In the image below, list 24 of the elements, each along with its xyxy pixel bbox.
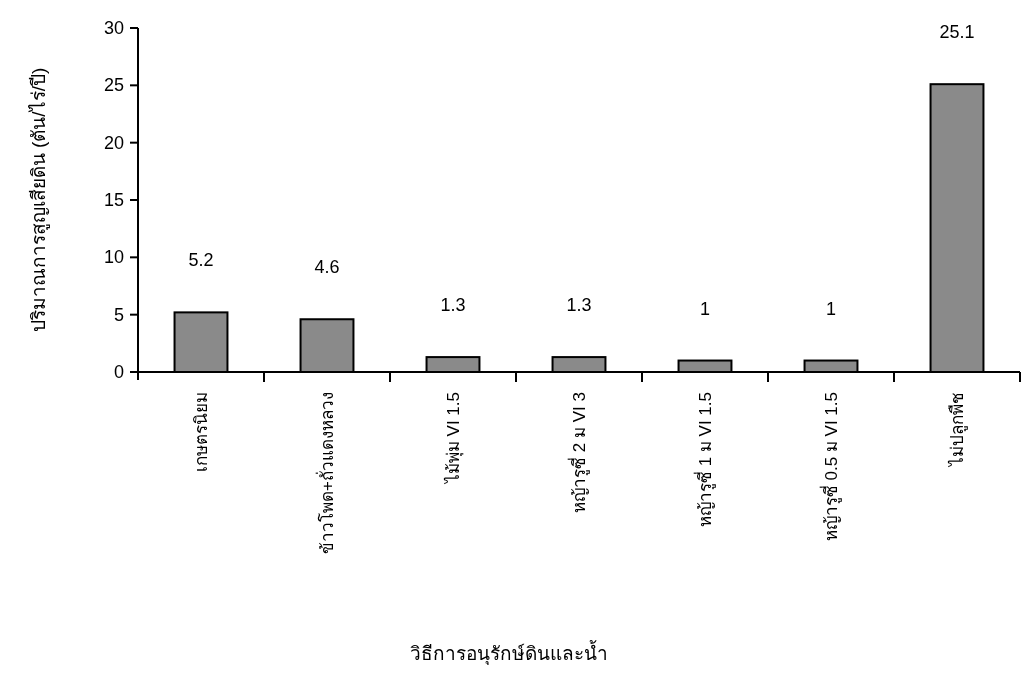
x-tick-label: เกษตรนิยม — [192, 392, 211, 472]
x-tick-label: ข้าวโพด+ถั่วแดงหลวง — [315, 392, 337, 554]
x-tick-label: ไม้พุ่ม VI 1.5 — [443, 392, 464, 486]
data-label: 25.1 — [939, 22, 975, 43]
data-label: 5.2 — [188, 250, 214, 271]
y-tick-label: 5 — [113, 304, 124, 325]
y-tick-label: 25 — [103, 75, 124, 96]
y-tick-label: 30 — [103, 18, 124, 38]
x-tick-label: หญ้ารูซี่ 2 ม VI 3 — [567, 392, 590, 513]
data-label: 1 — [699, 298, 711, 319]
y-tick-label: 15 — [103, 190, 124, 210]
data-label: 4.6 — [314, 257, 340, 278]
x-tick-label: หญ้ารูซี่ 0.5 ม VI 1.5 — [819, 392, 842, 542]
y-tick-label: 10 — [103, 247, 124, 268]
data-label: 1.3 — [440, 295, 466, 316]
data-label: 1.3 — [566, 295, 592, 316]
y-tick-label: 20 — [103, 132, 124, 153]
plot: 5.2 4.6 1.3 1.3 1 1 25.1 0 5 10 15 20 25 30 เกษตรนิยม ข้าวโพด+ถั่วแดงหลวง ไม้พุ่ม VI 1.5 หญ้ารูซี่ 2 ม VI 3 หญ้ารูซี่ 1 ม VI 1.5 หญ้ารูซี่ 0.5 ม VI 1.5 ไม่ปลูกพืช — [103, 18, 1021, 554]
x-tick-label: หญ้ารูซี่ 1 ม VI 1.5 — [693, 392, 716, 528]
x-tick-label: ไม่ปลูกพืช — [947, 392, 968, 468]
x-axis-title: วิธีการอนุรักษ์ดินและน้ำ — [410, 640, 608, 666]
y-tick-label: 0 — [113, 362, 124, 382]
y-axis-title: ปริมาณการสูญเสียดิน (ตัน/ไร่/ปี) — [28, 67, 50, 333]
data-label: 1 — [825, 298, 837, 319]
